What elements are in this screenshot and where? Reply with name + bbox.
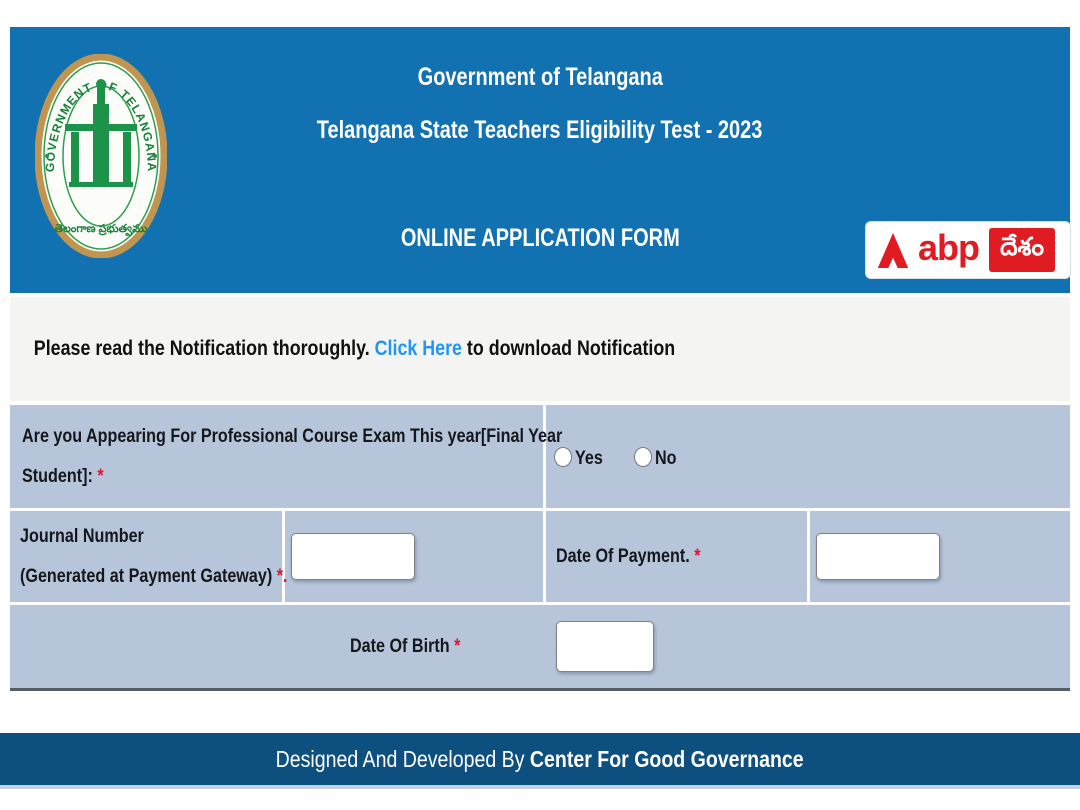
journal-number-label-line1: Journal Number <box>20 525 144 547</box>
date-of-payment-label: Date Of Payment. * <box>556 545 701 567</box>
download-notification-link[interactable]: Click Here <box>374 337 462 360</box>
date-of-birth-input[interactable] <box>555 621 654 672</box>
notice-text-before: Please read the Notification thoroughly. <box>33 337 375 360</box>
header-banner: GOVERNMENT OF TELANGANA తెలంగాణ ప్రభుత్వ <box>10 27 1070 293</box>
abp-arrow-icon <box>877 232 909 269</box>
page-footer: Designed And Developed By Center For Goo… <box>0 733 1080 789</box>
date-of-birth-label: Date Of Birth * <box>350 635 461 657</box>
professional-course-options-cell: Yes No <box>546 405 1070 508</box>
notice-text-after: to download Notification <box>461 337 676 360</box>
notice-text: Please read the Notification thoroughly.… <box>10 337 675 361</box>
header-title-exam: Telangana State Teachers Eligibility Tes… <box>317 116 763 144</box>
telangana-emblem-icon: GOVERNMENT OF TELANGANA తెలంగాణ ప్రభుత్వ <box>34 53 168 259</box>
date-of-birth-cell: Date Of Birth * <box>10 605 1070 688</box>
date-of-payment-label-cell: Date Of Payment. * <box>546 511 807 602</box>
professional-course-label-line1: Are you Appearing For Professional Cours… <box>22 426 563 447</box>
radio-button-yes[interactable] <box>554 446 572 467</box>
required-asterisk: * <box>454 635 461 657</box>
abp-badge-text: దేశం <box>989 228 1056 272</box>
journal-number-input[interactable] <box>291 533 415 580</box>
emblem-bottom-text: తెలంగాణ ప్రభుత్వము <box>54 223 147 236</box>
professional-course-label-line2: Student]: * <box>22 466 104 487</box>
date-of-payment-input[interactable] <box>816 533 940 580</box>
required-asterisk: *. <box>276 565 288 587</box>
required-asterisk: * <box>694 545 701 567</box>
radio-option-no[interactable]: No <box>633 445 680 469</box>
date-of-payment-input-cell <box>810 511 1070 602</box>
radio-label-no: No <box>654 447 677 469</box>
journal-number-label-cell: Journal Number (Generated at Payment Gat… <box>10 511 288 602</box>
footer-org-name: Center For Good Governance <box>530 745 805 772</box>
main-content: GOVERNMENT OF TELANGANA తెలంగాణ ప్రభుత్వ <box>10 27 1070 691</box>
journal-number-label-line2: (Generated at Payment Gateway) *. <box>20 565 288 587</box>
radio-option-yes[interactable]: Yes <box>554 445 608 469</box>
abp-desam-logo: abp దేశం <box>866 222 1070 278</box>
radio-button-no[interactable] <box>633 446 652 467</box>
page-title-online-application-form: ONLINE APPLICATION FORM <box>400 224 680 252</box>
abp-brand-text: abp <box>918 227 980 268</box>
required-asterisk: * <box>97 466 104 487</box>
professional-course-question-cell: Are you Appearing For Professional Cours… <box>10 405 563 508</box>
footer-prefix: Designed And Developed By <box>275 745 531 772</box>
header-title-government: Government of Telangana <box>417 63 663 91</box>
application-form-table: Are you Appearing For Professional Cours… <box>10 405 1070 691</box>
journal-number-input-cell <box>285 511 543 602</box>
footer-credit-text: Designed And Developed By Center For Goo… <box>276 746 804 773</box>
notification-notice-bar: Please read the Notification thoroughly.… <box>10 297 1070 401</box>
radio-label-yes: Yes <box>575 447 603 469</box>
